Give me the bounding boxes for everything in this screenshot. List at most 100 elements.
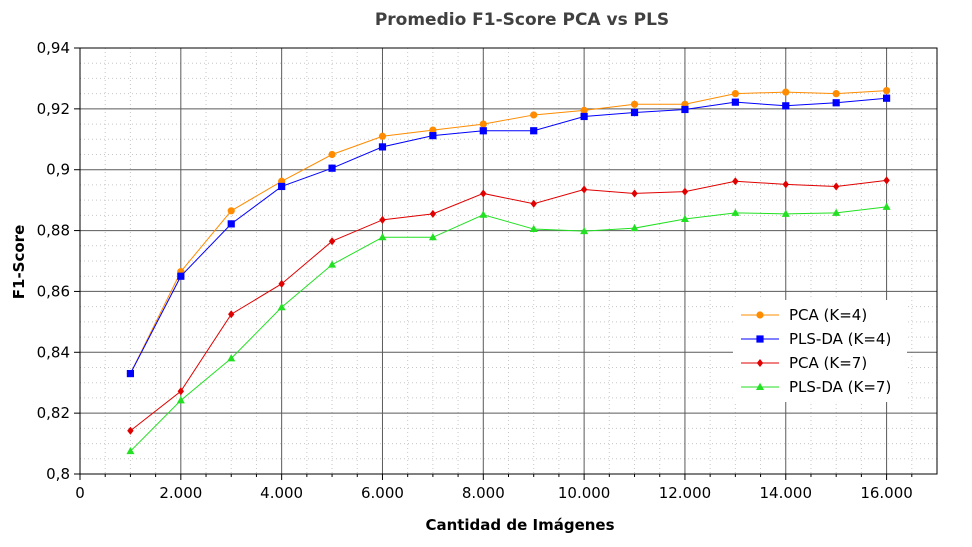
series-line-3 — [130, 179, 887, 432]
y-tick-label: 0,8 — [46, 465, 70, 483]
data-point — [731, 90, 739, 98]
data-point — [782, 88, 790, 96]
data-point — [781, 209, 790, 217]
y-tick-label: 0,9 — [46, 161, 70, 179]
legend-item-3: PCA (K=7) — [741, 354, 867, 372]
data-point — [580, 226, 589, 235]
x-tick-label: 6.000 — [361, 484, 404, 502]
major-grid — [80, 48, 937, 474]
data-point — [681, 105, 689, 114]
x-tick-label: 4.000 — [260, 484, 303, 502]
series-4 — [126, 202, 891, 455]
data-point — [378, 233, 387, 241]
y-tick-label: 0,94 — [37, 39, 70, 57]
data-point — [278, 182, 286, 191]
legend-marker — [756, 335, 764, 343]
data-point — [227, 220, 235, 228]
data-point — [228, 310, 235, 319]
series-layer — [126, 87, 891, 455]
data-point — [882, 94, 891, 102]
data-point — [630, 100, 639, 108]
data-point — [580, 185, 588, 194]
y-tick-label: 0,86 — [37, 282, 70, 300]
data-point — [882, 87, 891, 95]
data-point — [883, 176, 890, 185]
legend-label: PCA (K=4) — [789, 306, 867, 324]
data-point — [378, 143, 387, 151]
data-point — [480, 189, 487, 198]
data-point — [277, 303, 286, 311]
series-line-1 — [129, 90, 887, 374]
data-point — [832, 99, 840, 107]
data-point — [580, 112, 588, 121]
x-tick-label: 12.000 — [659, 484, 712, 502]
legend-item-1: PCA (K=4) — [741, 306, 867, 324]
x-tick-label: 14.000 — [760, 484, 813, 502]
data-point — [328, 260, 337, 268]
data-point — [177, 272, 185, 280]
data-point — [126, 369, 135, 378]
data-point — [681, 187, 689, 196]
data-point — [731, 208, 740, 216]
data-point — [782, 102, 790, 110]
chart-title: Promedio F1-Score PCA vs PLS — [375, 10, 669, 30]
data-point — [278, 279, 285, 288]
data-point — [176, 396, 185, 404]
data-point — [429, 132, 437, 140]
data-point — [529, 224, 538, 233]
data-point — [530, 199, 537, 208]
series-3 — [127, 176, 890, 435]
data-point — [832, 182, 840, 191]
data-point — [379, 215, 386, 224]
x-axis-title: Cantidad de Imágenes — [425, 516, 614, 534]
data-point — [328, 237, 336, 246]
x-tick-label: 8.000 — [462, 484, 505, 502]
data-point — [882, 202, 891, 210]
legend-label: PLS-DA (K=4) — [789, 330, 891, 348]
minor-grid — [80, 48, 937, 474]
data-point — [731, 98, 739, 106]
legend-label: PCA (K=7) — [789, 354, 867, 372]
data-point — [832, 90, 840, 98]
x-tick-label: 0 — [75, 484, 85, 502]
data-point — [732, 177, 739, 186]
y-tick-label: 0,82 — [37, 404, 70, 422]
data-point — [127, 426, 134, 435]
y-tick-label: 0,88 — [37, 222, 70, 240]
data-point — [328, 164, 336, 172]
x-axis: 0 2.000 4.000 6.000 8.000 10.000 12.000 14.000 1… — [75, 474, 913, 502]
legend-item-2: PLS-DA (K=4) — [741, 330, 891, 348]
data-point — [227, 207, 235, 215]
x-tick-label: 10.000 — [558, 484, 611, 502]
data-point — [479, 127, 487, 135]
legend-marker — [756, 382, 764, 390]
x-tick-label: 2.000 — [159, 484, 202, 502]
data-point — [530, 111, 538, 119]
data-point — [126, 446, 135, 455]
data-point — [479, 120, 487, 128]
y-tick-label: 0,84 — [37, 343, 70, 361]
data-point — [631, 189, 638, 198]
y-tick-label: 0,92 — [37, 100, 70, 118]
data-point — [227, 354, 236, 362]
data-point — [378, 132, 387, 140]
y-axis: 0,8 0,82 0,84 0,86 0,88 0,9 0,92 0,94 — [37, 39, 80, 483]
x-tick-label: 16.000 — [860, 484, 913, 502]
data-point — [530, 127, 538, 135]
data-point — [580, 106, 588, 114]
data-point — [428, 233, 437, 241]
legend-label: PLS-DA (K=7) — [789, 378, 891, 396]
data-point — [680, 214, 689, 223]
data-point — [429, 126, 437, 134]
legend: PCA (K=4) PLS-DA (K=4) PCA (K=7) PLS-DA (K=… — [733, 300, 907, 402]
series-line-2 — [129, 97, 887, 374]
legend-marker — [756, 359, 764, 367]
series-2 — [126, 94, 891, 378]
data-point — [429, 209, 437, 218]
data-point — [630, 223, 639, 232]
y-axis-title: F1-Score — [10, 225, 28, 299]
data-point — [328, 150, 336, 159]
legend-item-4: PLS-DA (K=7) — [741, 378, 891, 396]
data-point — [479, 210, 488, 218]
